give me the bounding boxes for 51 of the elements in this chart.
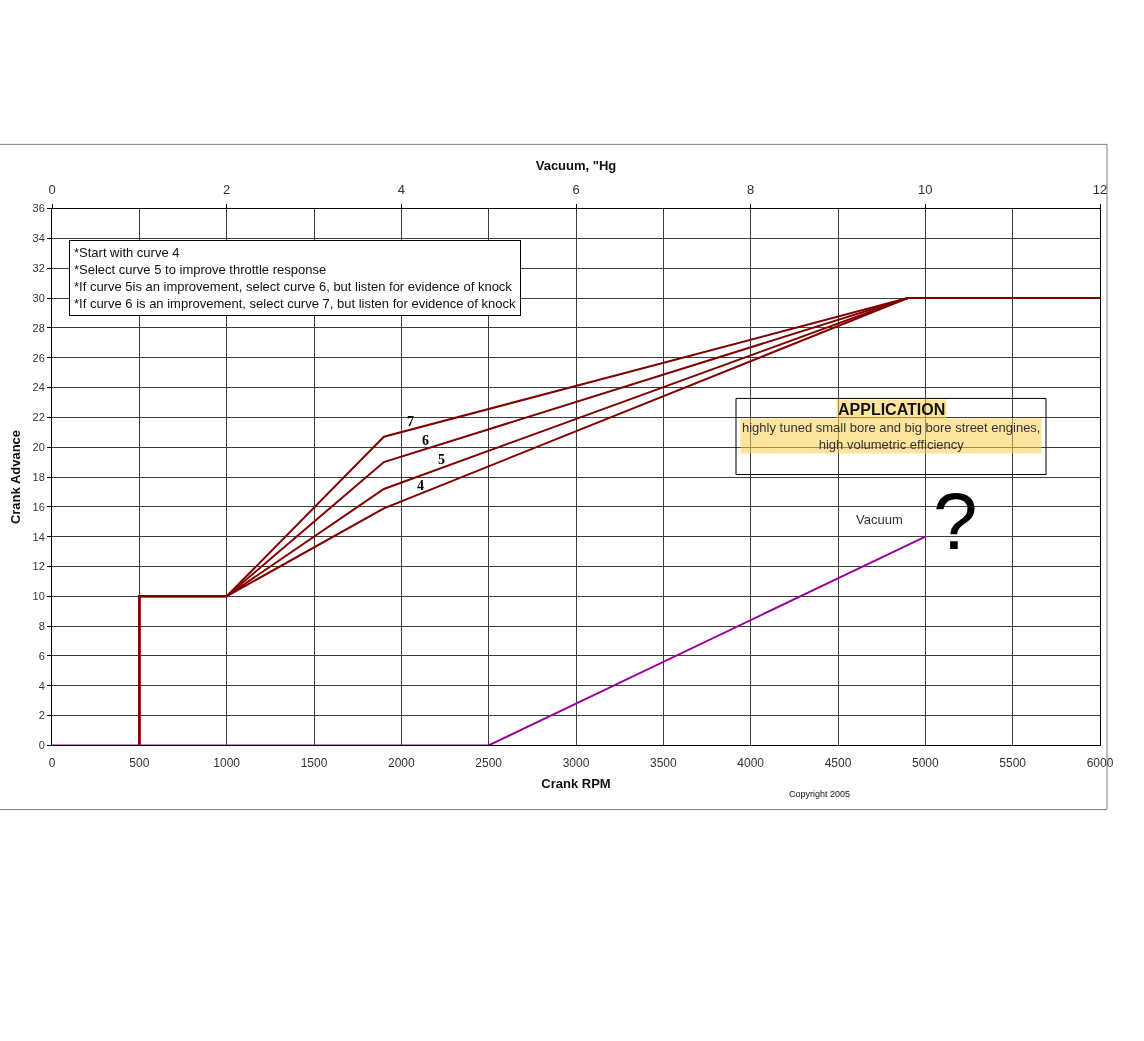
- series-label: 4: [417, 478, 424, 493]
- x2-tick-label: 2: [223, 182, 231, 198]
- y-tick-label: 22: [32, 411, 45, 424]
- y-tick-label: 14: [32, 530, 45, 543]
- y-tick-label: 8: [38, 619, 45, 632]
- x-tick-label: 1500: [300, 755, 328, 770]
- y-tick-label: 32: [32, 262, 45, 275]
- y-tick-label: 18: [32, 470, 45, 483]
- x-axis-title: Crank RPM: [541, 776, 611, 792]
- annotation: APPLICATION: [838, 401, 946, 418]
- annotation: *Start with curve 4 *Select curve 5 to improve throttle response *If curve 5is an improvement, select curve 6, but listen for evidence of knock *If curve 6 is an improvement, select curve 7, but listen for evidence of knock: [74, 245, 516, 311]
- x-tick-label: 5500: [999, 755, 1027, 770]
- y-tick-label: 30: [32, 291, 45, 304]
- x2-tick-label: 0: [48, 182, 56, 198]
- x2-tick-label: 4: [397, 182, 405, 198]
- series-label: 6: [422, 433, 429, 448]
- y-tick-label: 24: [32, 381, 45, 394]
- y-tick-label: 34: [32, 232, 45, 245]
- series-label: 7: [407, 414, 414, 429]
- x2-tick-label: 8: [747, 182, 755, 198]
- y-tick-label: 4: [38, 679, 45, 692]
- x-tick-label: 2500: [475, 755, 503, 770]
- y-tick-label: 10: [32, 590, 45, 603]
- text: Copyright 2005: [789, 789, 851, 799]
- annotation: highly tuned small bore and big bore street engines, high volumetric efficiency: [742, 420, 1041, 452]
- x2-axis-title: Vacuum, "Hg: [535, 158, 617, 174]
- y-tick-label: 20: [32, 441, 45, 454]
- x-tick-label: 5000: [911, 755, 939, 770]
- y-tick-label: 2: [38, 709, 45, 722]
- y-tick-label: 12: [32, 560, 45, 573]
- x-tick-label: 4000: [737, 755, 765, 770]
- y-tick-label: 0: [38, 739, 45, 752]
- y-tick-label: 28: [32, 321, 45, 334]
- y-tick-label: 16: [32, 500, 45, 513]
- x-tick-label: 6000: [1086, 755, 1114, 770]
- series-label: 5: [438, 452, 445, 467]
- x-tick-label: 2000: [387, 755, 415, 770]
- y-axis-title: Crank Advance: [8, 429, 24, 525]
- x2-tick-label: 10: [918, 182, 933, 198]
- y-tick-label: 6: [38, 649, 45, 662]
- x-tick-label: 4500: [824, 755, 852, 770]
- x-tick-label: 0: [48, 755, 56, 770]
- x2-tick-label: 6: [572, 182, 580, 198]
- x-tick-label: 1000: [213, 755, 241, 770]
- y-tick-label: 36: [32, 202, 45, 215]
- x-tick-label: 3500: [649, 755, 677, 770]
- x-tick-label: 500: [129, 755, 150, 770]
- series-label: Vacuum: [856, 512, 903, 527]
- y-tick-label: 26: [32, 351, 45, 364]
- x-tick-label: 3000: [562, 755, 590, 770]
- x2-tick-label: 12: [1092, 182, 1108, 198]
